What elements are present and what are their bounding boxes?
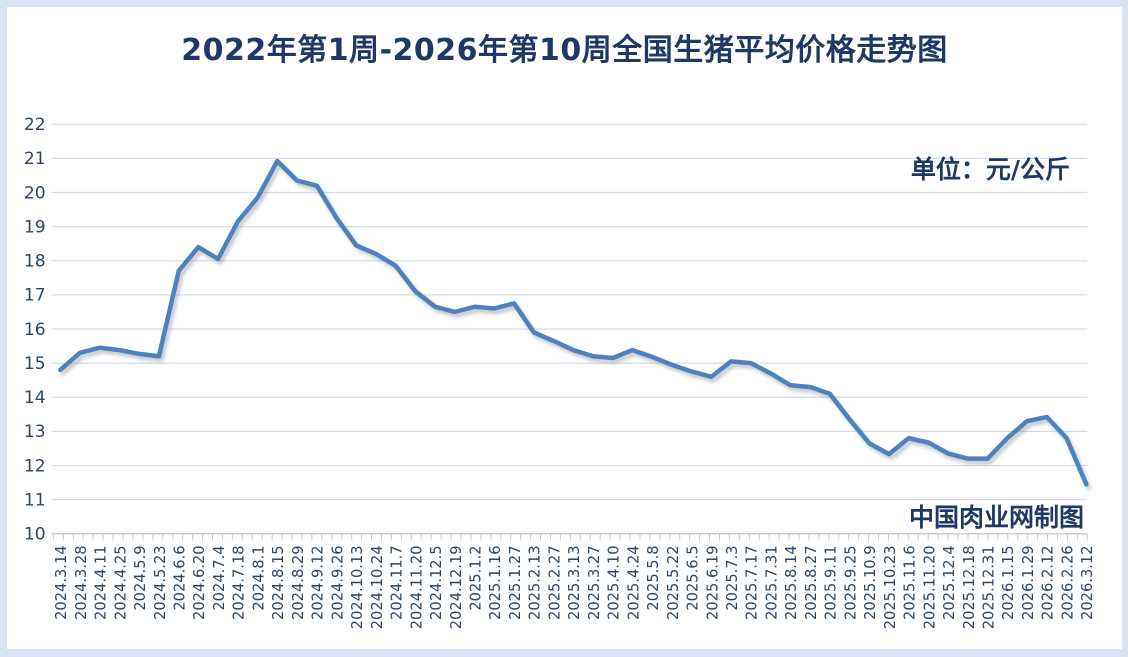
svg-text:2025.3.27: 2025.3.27 bbox=[586, 545, 603, 620]
svg-text:2024.6.6: 2024.6.6 bbox=[172, 545, 189, 610]
svg-text:2026.2.26: 2026.2.26 bbox=[1059, 545, 1076, 620]
svg-text:2025.8.14: 2025.8.14 bbox=[783, 545, 800, 620]
chart-title: 2022年第1周-2026年第10周全国生猪平均价格走势图 bbox=[181, 33, 948, 68]
svg-text:2025.7.3: 2025.7.3 bbox=[724, 545, 741, 610]
x-axis-tick-labels: 2024.3.14 2024.3.28 2024.4.11 2024.4.25 2024… bbox=[53, 545, 1096, 629]
svg-text:2025.9.25: 2025.9.25 bbox=[842, 545, 859, 620]
svg-text:2025.3.13: 2025.3.13 bbox=[566, 545, 583, 620]
svg-text:2024.3.28: 2024.3.28 bbox=[73, 545, 90, 620]
svg-text:14: 14 bbox=[24, 388, 46, 408]
svg-text:10: 10 bbox=[24, 525, 46, 545]
svg-text:2025.2.13: 2025.2.13 bbox=[527, 545, 544, 620]
svg-text:2025.1.2: 2025.1.2 bbox=[468, 545, 485, 610]
svg-text:2024.5.9: 2024.5.9 bbox=[132, 545, 149, 610]
svg-text:2025.7.31: 2025.7.31 bbox=[763, 545, 780, 620]
svg-text:2025.1.16: 2025.1.16 bbox=[487, 545, 504, 620]
svg-text:11: 11 bbox=[24, 490, 46, 510]
svg-text:2024.8.1: 2024.8.1 bbox=[250, 545, 267, 610]
svg-text:2024.11.7: 2024.11.7 bbox=[389, 545, 406, 620]
svg-text:19: 19 bbox=[24, 217, 46, 237]
svg-text:2024.3.14: 2024.3.14 bbox=[53, 545, 70, 620]
svg-text:2025.6.19: 2025.6.19 bbox=[704, 545, 721, 620]
svg-text:22: 22 bbox=[24, 115, 46, 135]
svg-text:13: 13 bbox=[24, 422, 46, 442]
svg-text:2025.10.23: 2025.10.23 bbox=[882, 545, 899, 629]
svg-text:2025.1.27: 2025.1.27 bbox=[507, 545, 524, 620]
svg-text:2025.12.31: 2025.12.31 bbox=[981, 545, 998, 629]
svg-text:2025.9.11: 2025.9.11 bbox=[823, 545, 840, 620]
svg-text:2024.12.19: 2024.12.19 bbox=[448, 545, 465, 629]
svg-text:2026.1.15: 2026.1.15 bbox=[1000, 545, 1017, 620]
svg-text:2025.11.20: 2025.11.20 bbox=[921, 545, 938, 629]
svg-text:2024.9.26: 2024.9.26 bbox=[329, 545, 346, 620]
svg-text:18: 18 bbox=[24, 252, 46, 272]
svg-text:2024.6.20: 2024.6.20 bbox=[191, 545, 208, 620]
svg-text:2024.10.24: 2024.10.24 bbox=[369, 545, 386, 629]
svg-text:2026.3.12: 2026.3.12 bbox=[1079, 545, 1096, 620]
svg-text:2025.7.17: 2025.7.17 bbox=[744, 545, 761, 620]
svg-text:21: 21 bbox=[24, 149, 46, 169]
credit-annotation: 中国肉业网制图 bbox=[908, 503, 1084, 532]
svg-text:2025.12.4: 2025.12.4 bbox=[941, 545, 958, 620]
svg-text:12: 12 bbox=[24, 456, 46, 476]
svg-text:2025.5.22: 2025.5.22 bbox=[665, 545, 682, 620]
svg-text:2025.8.27: 2025.8.27 bbox=[803, 545, 820, 620]
svg-text:2024.7.18: 2024.7.18 bbox=[231, 545, 248, 620]
svg-text:2024.5.23: 2024.5.23 bbox=[152, 545, 169, 620]
svg-text:2024.4.25: 2024.4.25 bbox=[112, 545, 129, 620]
y-axis-tick-labels: 10 11 12 13 14 15 16 17 18 19 20 21 22 bbox=[24, 115, 46, 544]
x-axis-ticks bbox=[52, 533, 1088, 541]
svg-text:2025.6.5: 2025.6.5 bbox=[685, 545, 702, 610]
svg-text:2024.12.5: 2024.12.5 bbox=[428, 545, 445, 620]
svg-text:2026.1.29: 2026.1.29 bbox=[1020, 545, 1037, 620]
unit-annotation: 单位：元/公斤 bbox=[910, 155, 1070, 184]
svg-text:2025.12.18: 2025.12.18 bbox=[961, 545, 978, 629]
svg-text:17: 17 bbox=[24, 286, 46, 306]
svg-text:2025.4.24: 2025.4.24 bbox=[625, 545, 642, 620]
svg-text:2025.2.27: 2025.2.27 bbox=[546, 545, 563, 620]
chart-panel: 10 11 12 13 14 15 16 17 18 19 20 21 22 2024.3.14 2024… bbox=[7, 7, 1122, 649]
svg-text:2024.9.12: 2024.9.12 bbox=[310, 545, 327, 620]
svg-text:2024.11.20: 2024.11.20 bbox=[408, 545, 425, 629]
svg-text:2024.8.29: 2024.8.29 bbox=[290, 545, 307, 620]
gridlines bbox=[51, 123, 1088, 535]
svg-text:2025.4.10: 2025.4.10 bbox=[606, 545, 623, 620]
svg-text:2024.7.4: 2024.7.4 bbox=[211, 545, 228, 610]
svg-text:16: 16 bbox=[24, 320, 46, 340]
price-series-line bbox=[58, 158, 1089, 487]
svg-text:2024.10.13: 2024.10.13 bbox=[349, 545, 366, 629]
svg-text:20: 20 bbox=[24, 183, 46, 203]
svg-text:2024.8.15: 2024.8.15 bbox=[270, 545, 287, 620]
svg-text:2025.11.6: 2025.11.6 bbox=[902, 545, 919, 620]
svg-text:2024.4.11: 2024.4.11 bbox=[93, 545, 110, 620]
svg-text:2025.10.9: 2025.10.9 bbox=[862, 545, 879, 620]
svg-text:2025.5.8: 2025.5.8 bbox=[645, 545, 662, 610]
svg-text:15: 15 bbox=[24, 354, 46, 374]
svg-text:2026.2.12: 2026.2.12 bbox=[1040, 545, 1057, 620]
